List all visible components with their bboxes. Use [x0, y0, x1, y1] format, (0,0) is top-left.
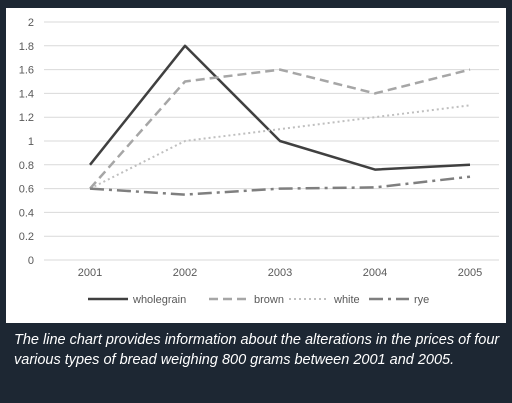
- y-tick-label: 1.2: [19, 112, 34, 124]
- series-line-wholegrain: [89, 44, 471, 171]
- y-tick-label: 1.4: [19, 88, 34, 100]
- chart-caption: The line chart provides information abou…: [14, 332, 500, 368]
- x-tick-label: 2003: [268, 267, 292, 279]
- legend-label-rye: rye: [414, 294, 429, 306]
- x-tick-label: 2002: [173, 267, 197, 279]
- y-tick-label: 1.6: [19, 65, 34, 77]
- legend-label-brown: brown: [254, 294, 284, 306]
- series-line-brown: [89, 68, 471, 190]
- legend-label-white: white: [333, 294, 360, 306]
- y-tick-label: 0.8: [19, 160, 34, 172]
- x-tick-label: 2001: [78, 267, 102, 279]
- y-tick-label: 1: [28, 136, 34, 148]
- y-tick-label: 0.6: [19, 184, 34, 196]
- y-tick-label: 0: [28, 255, 34, 267]
- chart-panel: 0 0.2 0.4 0.6 0.8 1 1.2 1.4 1.6 1.8 2 2001 2002 2003 2…: [6, 8, 506, 323]
- x-tick-label: 2005: [458, 267, 482, 279]
- line-chart: 0 0.2 0.4 0.6 0.8 1 1.2 1.4 1.6 1.8 2 2001 2002 2003 2…: [19, 17, 499, 306]
- series-line-white: [89, 104, 471, 190]
- y-tick-label: 1.8: [19, 41, 34, 53]
- series-line-rye: [89, 175, 471, 196]
- y-tick-label: 0.4: [19, 207, 34, 219]
- x-tick-label: 2004: [363, 267, 387, 279]
- y-tick-label: 0.2: [19, 231, 34, 243]
- y-tick-label: 2: [28, 17, 34, 29]
- legend-label-wholegrain: wholegrain: [132, 294, 186, 306]
